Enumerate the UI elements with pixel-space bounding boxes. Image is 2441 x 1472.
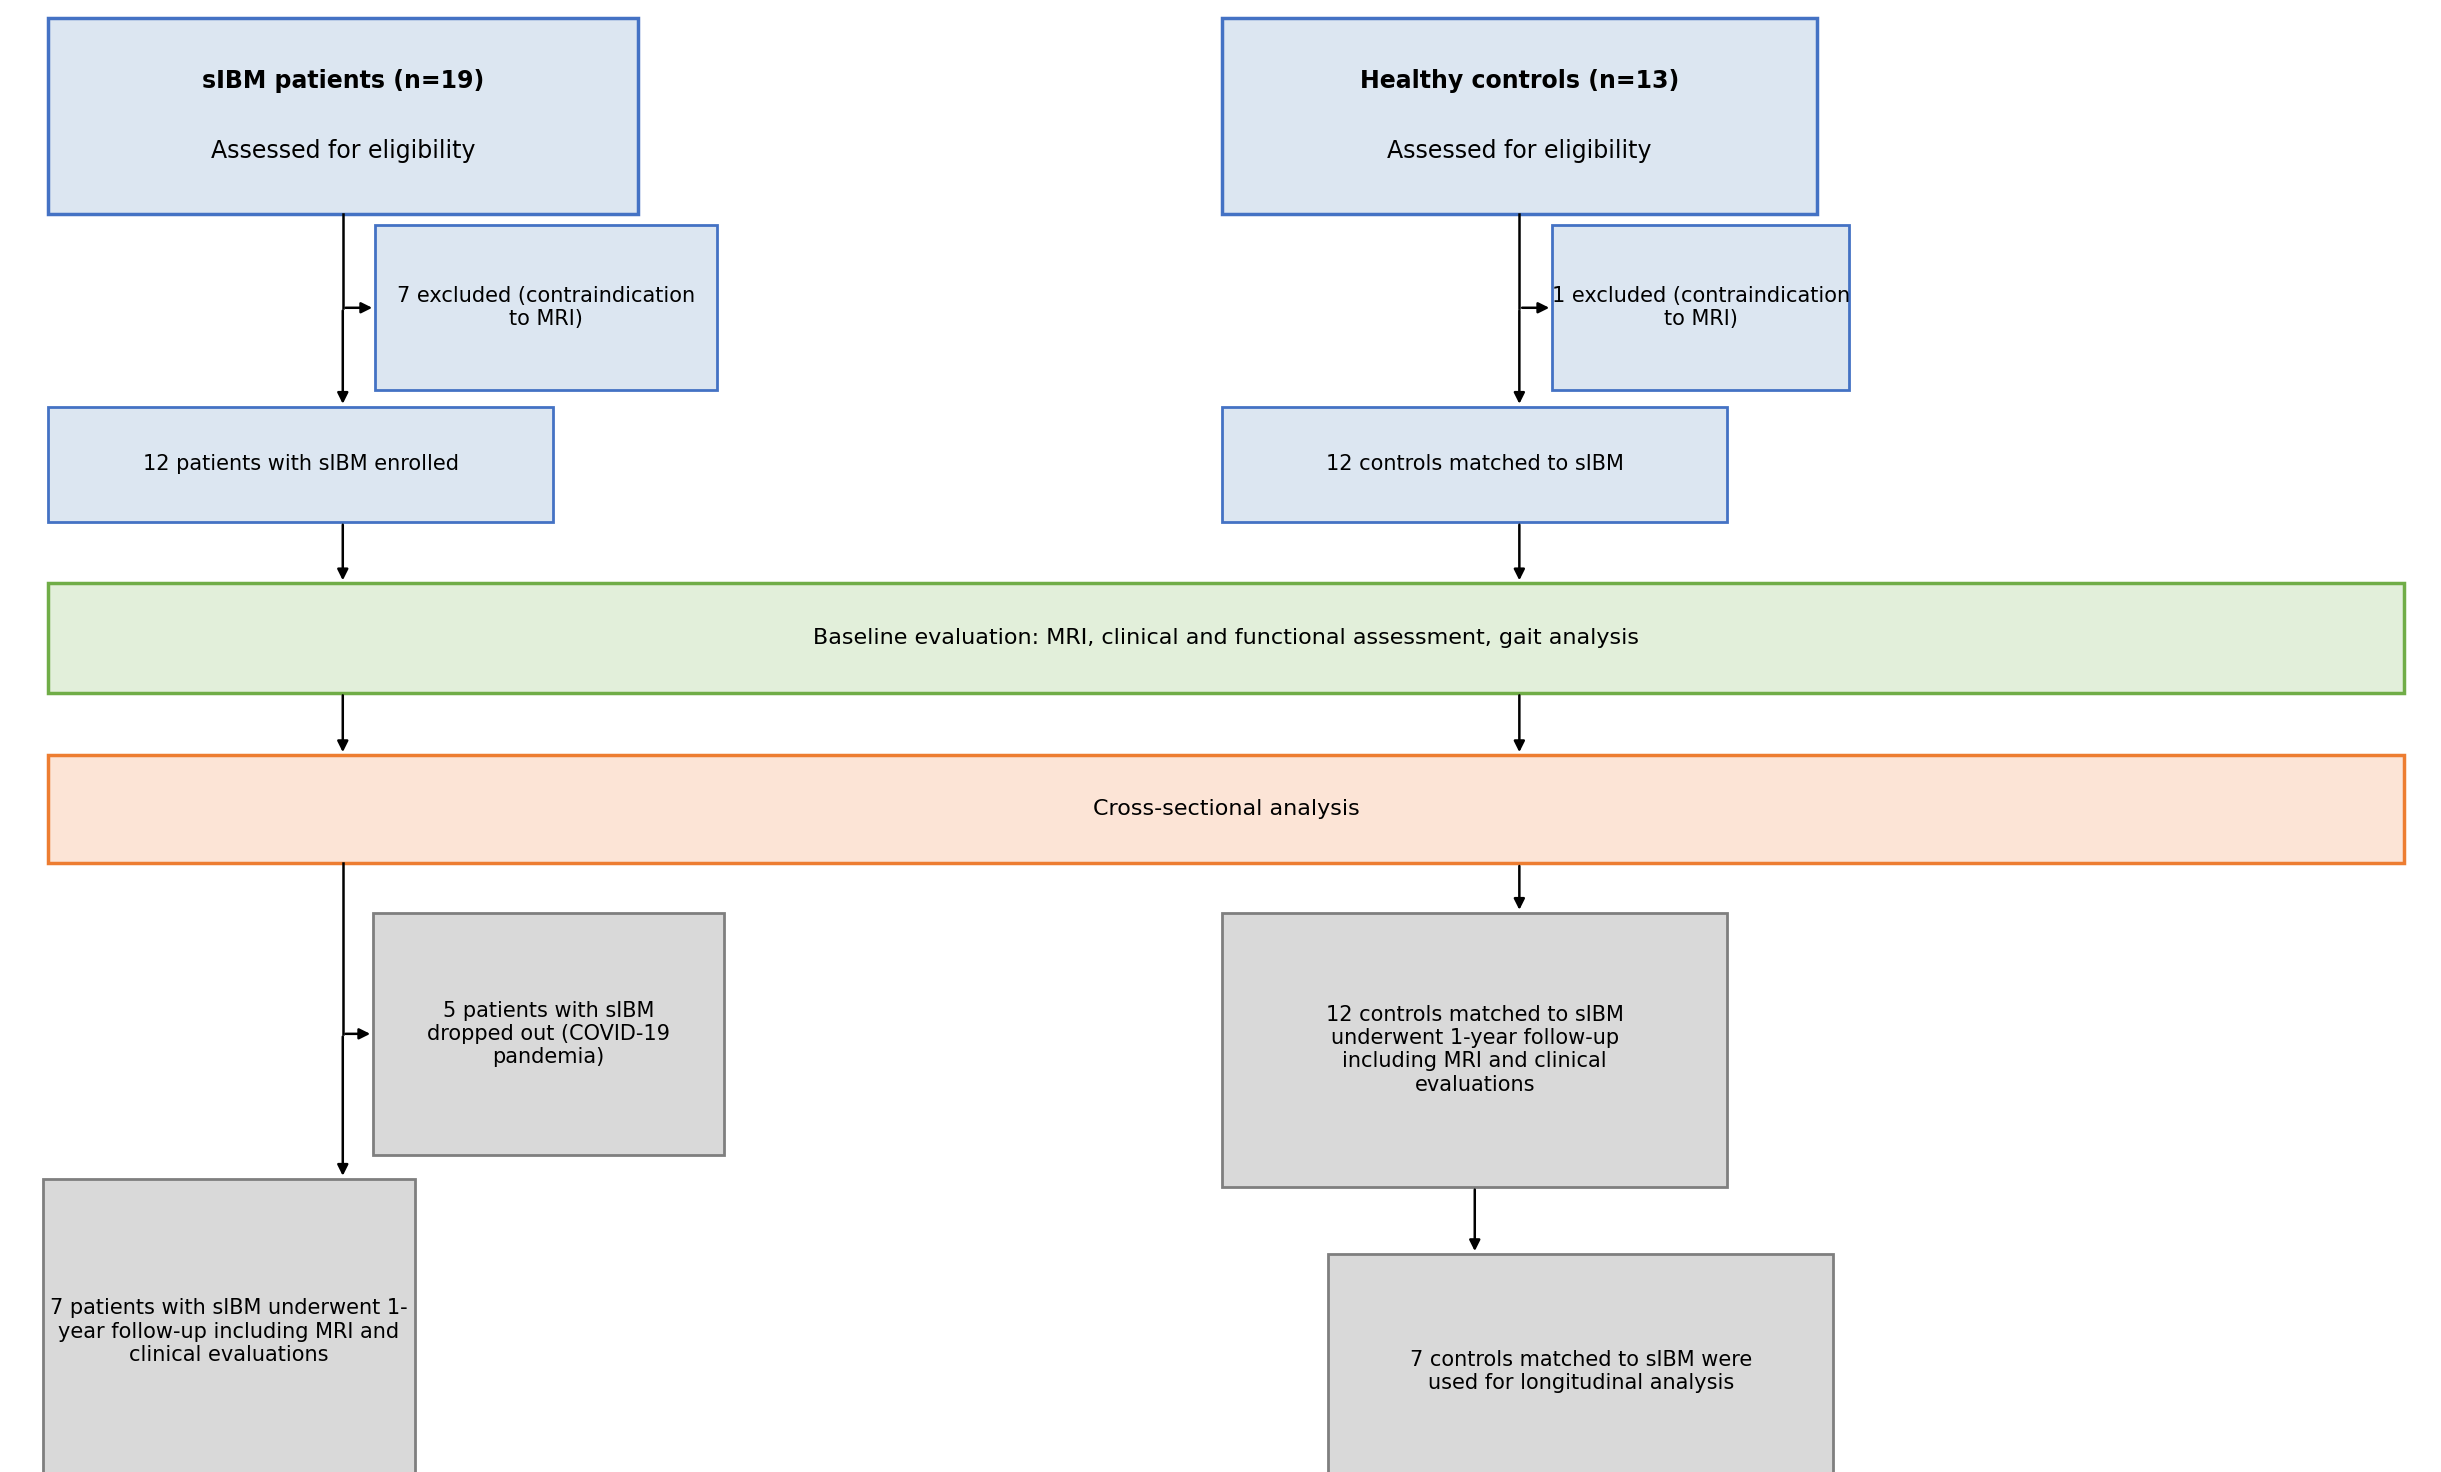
- Text: sIBM patients (n=19): sIBM patients (n=19): [203, 69, 483, 93]
- Text: 12 controls matched to sIBM: 12 controls matched to sIBM: [1325, 455, 1623, 474]
- FancyBboxPatch shape: [1223, 18, 1816, 213]
- FancyBboxPatch shape: [49, 583, 2404, 692]
- Text: Assessed for eligibility: Assessed for eligibility: [1386, 140, 1653, 163]
- Text: 7 excluded (contraindication
to MRI): 7 excluded (contraindication to MRI): [398, 286, 696, 330]
- FancyBboxPatch shape: [373, 913, 723, 1156]
- FancyBboxPatch shape: [44, 1179, 415, 1472]
- FancyBboxPatch shape: [376, 225, 718, 390]
- Text: 7 patients with sIBM underwent 1-
year follow-up including MRI and
clinical eval: 7 patients with sIBM underwent 1- year f…: [49, 1298, 408, 1365]
- FancyBboxPatch shape: [1328, 1254, 1833, 1472]
- FancyBboxPatch shape: [1223, 406, 1728, 523]
- FancyBboxPatch shape: [49, 406, 554, 523]
- Text: Cross-sectional analysis: Cross-sectional analysis: [1094, 799, 1360, 818]
- Text: 12 controls matched to sIBM
underwent 1-year follow-up
including MRI and clinica: 12 controls matched to sIBM underwent 1-…: [1325, 1005, 1623, 1095]
- FancyBboxPatch shape: [49, 755, 2404, 863]
- Text: 5 patients with sIBM
dropped out (COVID-19
pandemia): 5 patients with sIBM dropped out (COVID-…: [427, 1001, 669, 1067]
- Text: 12 patients with sIBM enrolled: 12 patients with sIBM enrolled: [142, 455, 459, 474]
- FancyBboxPatch shape: [49, 18, 637, 213]
- Text: Healthy controls (n=13): Healthy controls (n=13): [1360, 69, 1679, 93]
- FancyBboxPatch shape: [1552, 225, 1850, 390]
- FancyBboxPatch shape: [1223, 913, 1728, 1186]
- Text: 1 excluded (contraindication
to MRI): 1 excluded (contraindication to MRI): [1552, 286, 1850, 330]
- Text: Assessed for eligibility: Assessed for eligibility: [210, 140, 476, 163]
- Text: 7 controls matched to sIBM were
used for longitudinal analysis: 7 controls matched to sIBM were used for…: [1408, 1350, 1753, 1393]
- Text: Baseline evaluation: MRI, clinical and functional assessment, gait analysis: Baseline evaluation: MRI, clinical and f…: [813, 629, 1638, 648]
